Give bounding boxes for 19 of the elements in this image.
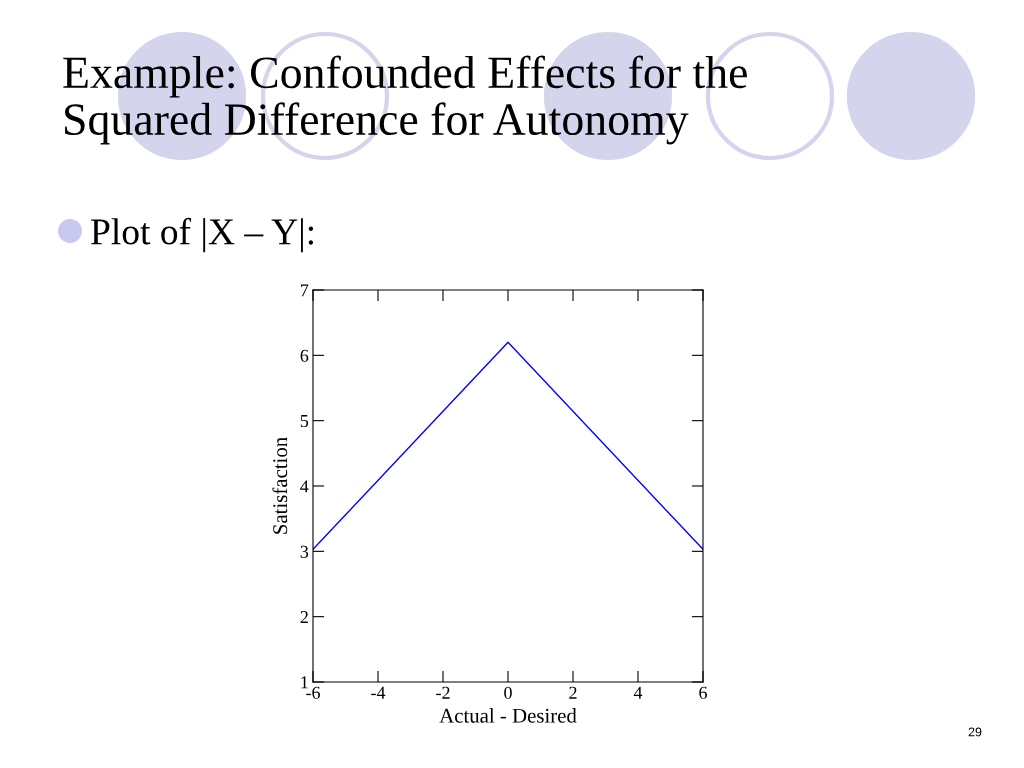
y-tick-label: 7 xyxy=(301,284,309,297)
x-tick-label: -4 xyxy=(371,686,386,699)
x-tick-label: 0 xyxy=(504,686,512,699)
chart-title: Example: Confounded Effects for the Squared Difference for Autonomy xyxy=(63,55,747,145)
chart-subtitle: Plot of |X – Y|: xyxy=(91,217,314,253)
y-tick-label: 1 xyxy=(301,676,308,689)
x-tick-label: 2 xyxy=(569,686,577,699)
y-tick-label: 4 xyxy=(300,480,309,493)
y-tick-label: 5 xyxy=(300,415,309,428)
y-tick-label: 2 xyxy=(300,610,308,623)
y-tick-label: 3 xyxy=(300,545,309,558)
y-axis-title: Satisfaction xyxy=(272,437,288,534)
text: 29 xyxy=(968,727,982,737)
x-tick-label: 4 xyxy=(633,686,643,699)
x-tick-label: 6 xyxy=(699,686,707,699)
y-tick-label: 6 xyxy=(300,349,309,362)
x-tick-label: -6 xyxy=(306,686,320,699)
x-axis-title: Actual - Desired xyxy=(439,708,577,723)
x-tick-label: -2 xyxy=(436,686,450,699)
